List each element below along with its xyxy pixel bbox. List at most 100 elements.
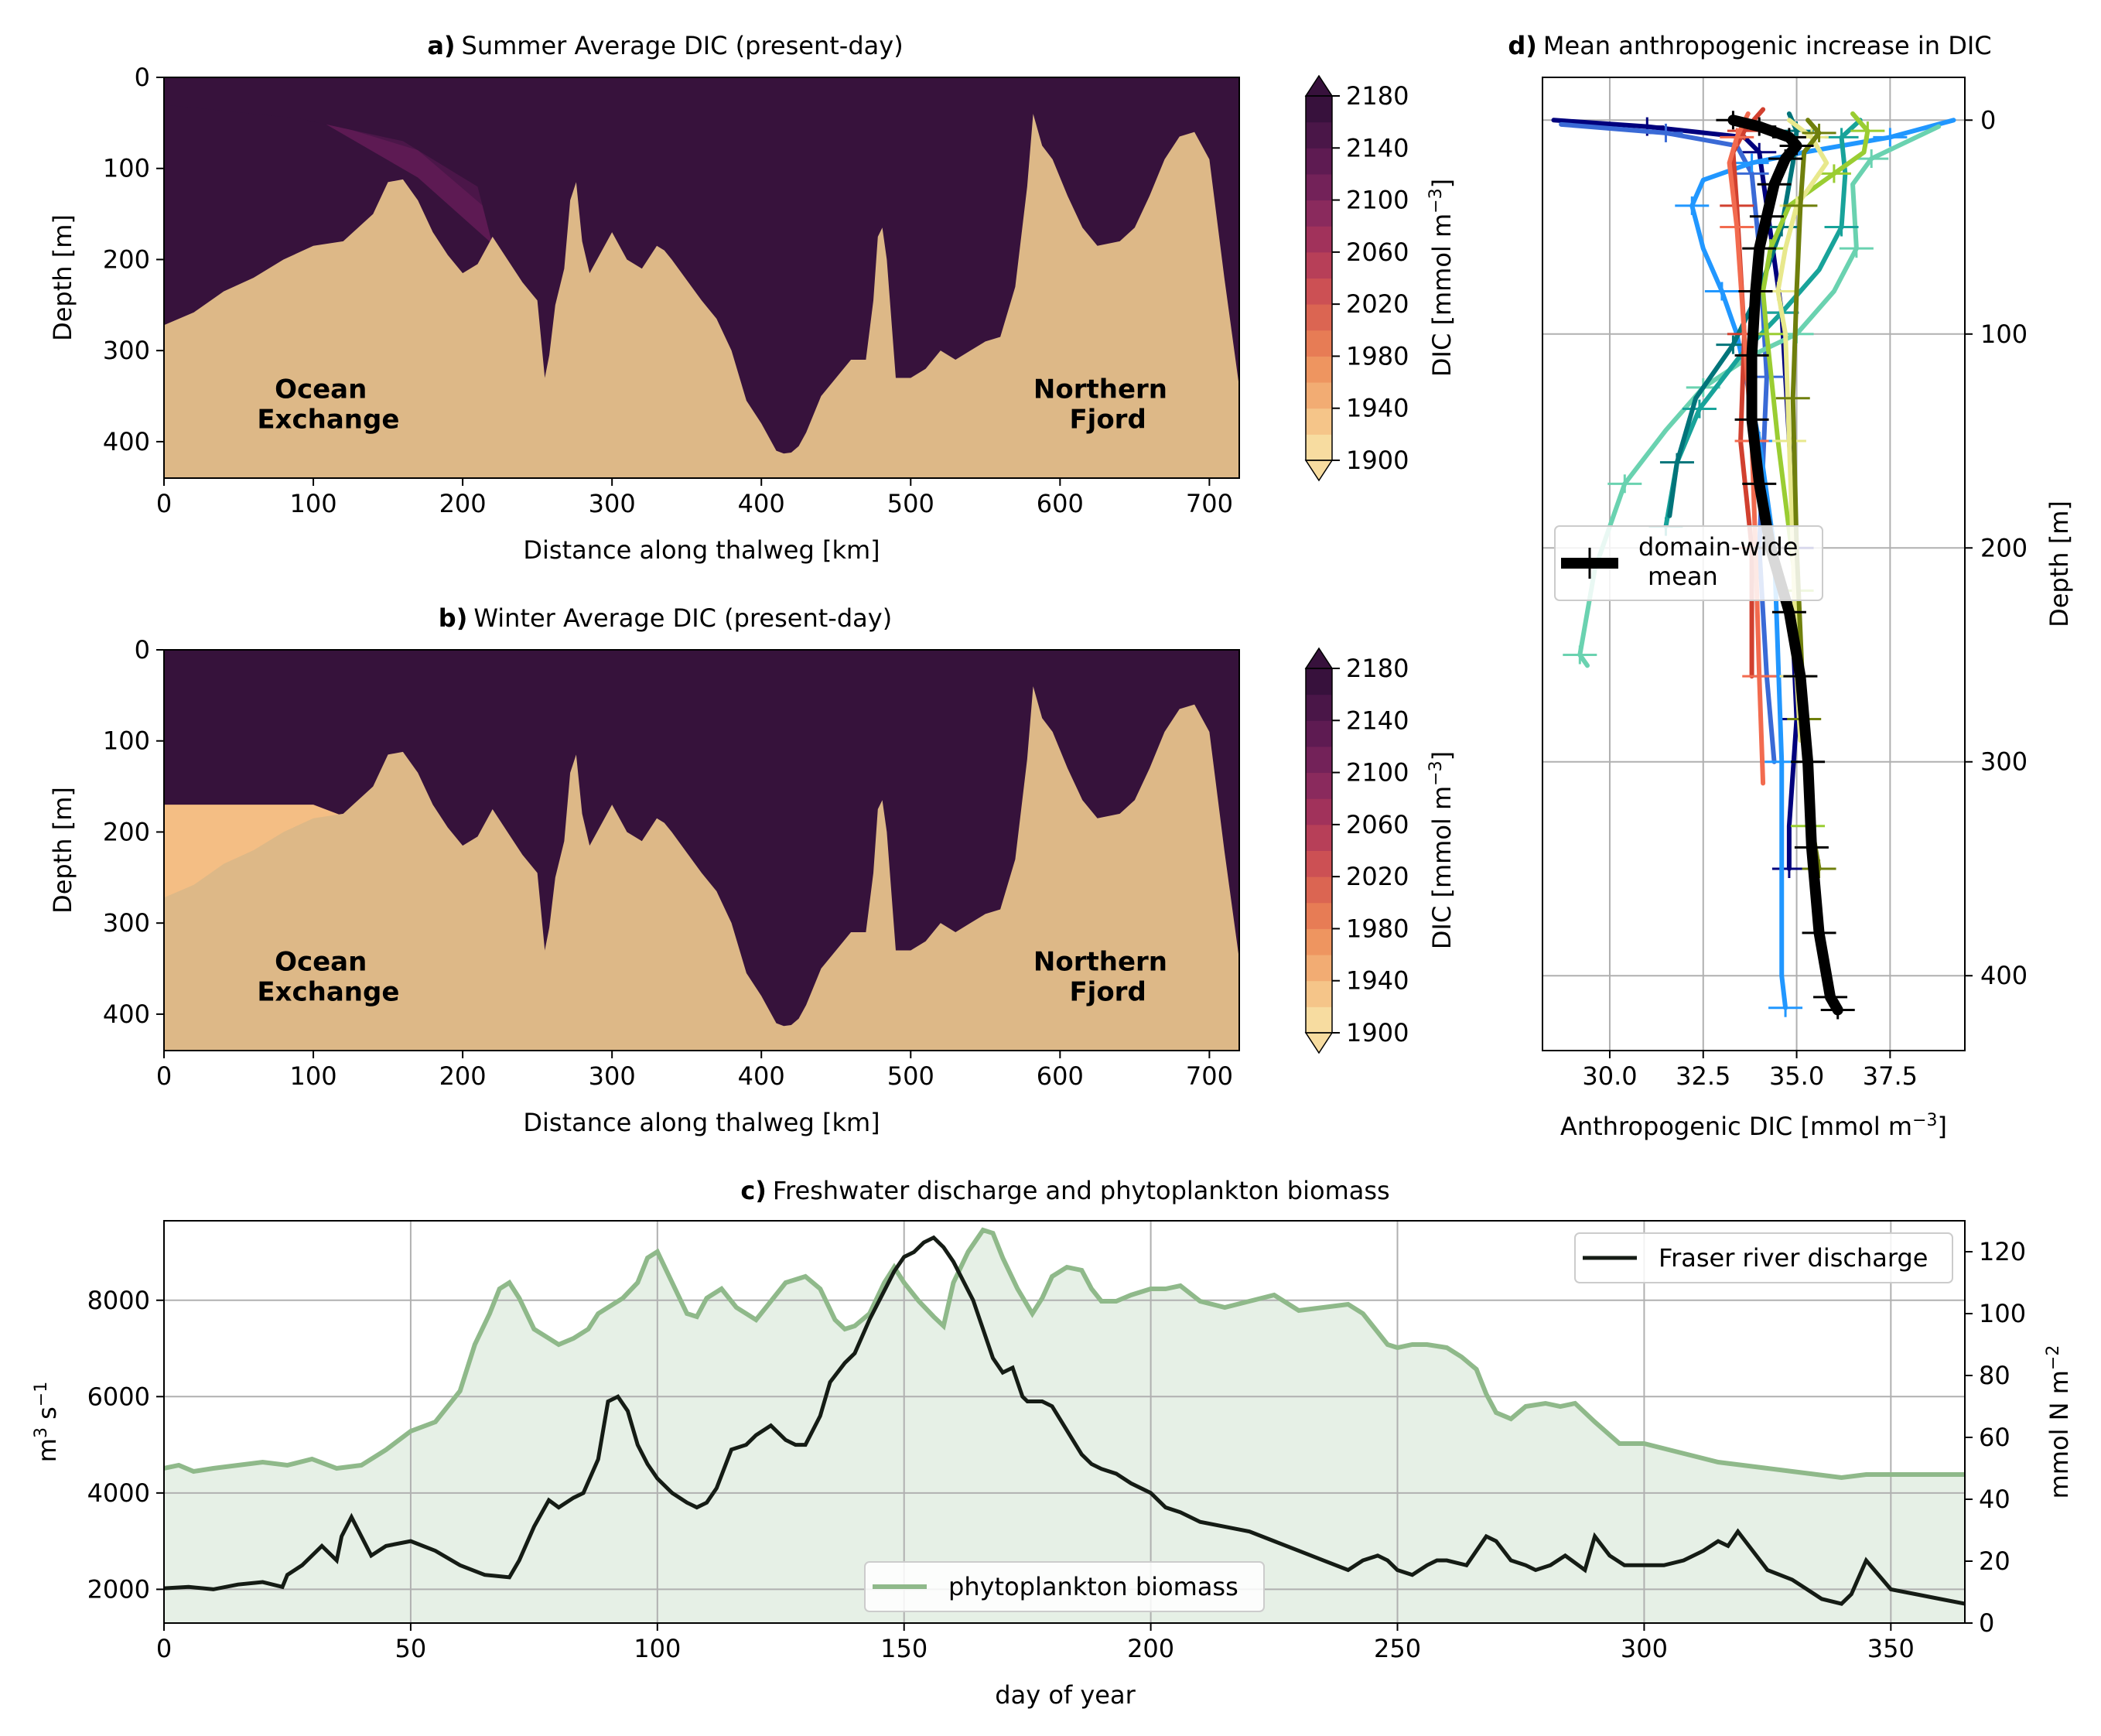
a-annotation: Exchange [257, 404, 399, 435]
a-colorbar-tick-label: 1940 [1346, 394, 1409, 423]
panel-b-frame [163, 649, 1240, 1051]
a-colorbar-segment [1306, 330, 1332, 357]
panel-d-xlabel: Anthropogenic DIC [mmol m−3] [1560, 1111, 1947, 1141]
a-ytick-label: 200 [103, 244, 150, 274]
panel-d-anthropogenic-dic: d) Mean anthropogenic increase in DIC 30.… [1508, 31, 2074, 1141]
b-ytick-label: 400 [103, 1000, 150, 1029]
panel-c-ytick-left-label: 2000 [87, 1574, 150, 1604]
a-colorbar-segment [1306, 434, 1332, 461]
a-ytick-label: 300 [103, 336, 150, 365]
a-xtick-label: 700 [1186, 489, 1233, 518]
panel-a-colorbar-label: DIC [mmol m−3] [1426, 179, 1457, 377]
panel-d-xtick-label: 30.0 [1582, 1061, 1637, 1091]
panel-c-xtick-label: 350 [1867, 1634, 1915, 1663]
panel-b-colorbar-label: DIC [mmol m−3] [1426, 751, 1457, 949]
discharge-legend: Fraser river discharge [1574, 1232, 1953, 1283]
a-colorbar-segment [1306, 121, 1332, 149]
b-xtick-label: 700 [1186, 1061, 1233, 1091]
a-ytick-label: 0 [135, 63, 150, 92]
b-colorbar-tick-label: 2100 [1346, 758, 1409, 788]
a-colorbar-segment [1306, 200, 1332, 227]
a-colorbar-tick-label: 2020 [1346, 289, 1409, 319]
panel-c-ylabel-left: m3 s−1 [32, 1382, 62, 1462]
b-ytick-label: 100 [103, 726, 150, 756]
a-colorbar-segment [1306, 356, 1332, 383]
panel-c-xlabel: day of year [995, 1680, 1136, 1710]
b-annotation: Fjord [1069, 976, 1146, 1007]
panel-d-legend-label-2: mean [1648, 562, 1718, 591]
b-colorbar-segment [1306, 877, 1332, 904]
b-colorbar-segment [1306, 824, 1332, 851]
b-colorbar-segment [1306, 720, 1332, 747]
a-ytick-label: 100 [103, 154, 150, 183]
panel-b-bathymetry [164, 686, 1239, 1051]
panel-c-ytick-right-label: 20 [1979, 1546, 2010, 1576]
a-colorbar-segment [1306, 251, 1332, 279]
b-colorbar-extend-min [1304, 1032, 1334, 1054]
b-colorbar-segment [1306, 928, 1332, 955]
b-colorbar-segment [1306, 850, 1332, 877]
a-annotation: Northern [1033, 374, 1167, 405]
b-xtick-label: 0 [156, 1061, 172, 1091]
panel-d-xtick-label: 35.0 [1769, 1061, 1824, 1091]
a-xtick-label: 600 [1037, 489, 1084, 518]
panel-d-ytick-label: 200 [1980, 533, 2028, 562]
biomass-legend: phytoplankton biomass [864, 1561, 1265, 1612]
a-colorbar-segment [1306, 382, 1332, 409]
panel-c-xtick-label: 100 [634, 1634, 681, 1663]
a-annotation: Ocean [275, 374, 367, 405]
panel-d-ytick-label: 400 [1980, 961, 2028, 990]
panel-a-ylabel: Depth [m] [48, 214, 77, 341]
panel-d-profile-line [1663, 118, 1863, 529]
a-ytick-label: 400 [103, 427, 150, 456]
a-colorbar-segment [1306, 173, 1332, 201]
b-colorbar-extend-max [1304, 647, 1334, 669]
a-colorbar-segment [1306, 96, 1332, 123]
panel-d-legend-box [1554, 525, 1823, 601]
a-colorbar-segment [1306, 278, 1332, 305]
panel-d-legend: domain-wide mean [1554, 525, 1823, 601]
panel-a-frame [163, 77, 1240, 479]
a-colorbar-tick-label: 2060 [1346, 238, 1409, 267]
panel-b-winter-dic: b) Winter Average DIC (present-day) 0 100 2… [48, 603, 1457, 1137]
panel-b-xlabel: Distance along thalweg [km] [523, 1108, 880, 1137]
a-colorbar-segment [1306, 408, 1332, 435]
panel-d-ytick-label: 300 [1980, 747, 2028, 777]
a-xtick-label: 400 [738, 489, 785, 518]
panel-d-title: d) Mean anthropogenic increase in DIC [1508, 31, 1991, 60]
panel-d-profile-11 [1716, 111, 1855, 1020]
biomass-line [164, 1227, 1965, 1481]
a-xtick-label: 200 [439, 489, 487, 518]
a-xtick-label: 100 [290, 489, 337, 518]
b-colorbar-tick-label: 2020 [1346, 862, 1409, 891]
b-colorbar-segment [1306, 746, 1332, 774]
panel-c-ylabel-right: mmol N m−2 [2044, 1345, 2074, 1499]
discharge-line [164, 1235, 1965, 1606]
a-xtick-label: 0 [156, 489, 172, 518]
b-ytick-label: 300 [103, 908, 150, 938]
b-annotation: Exchange [257, 976, 399, 1007]
b-colorbar-frame [1305, 668, 1333, 1034]
panel-d-ylabel: Depth [m] [2045, 501, 2074, 627]
b-xtick-label: 600 [1037, 1061, 1084, 1091]
panel-c-xtick-label: 200 [1127, 1634, 1174, 1663]
panel-b-ylabel: Depth [m] [48, 787, 77, 914]
a-colorbar-frame [1305, 95, 1333, 461]
panel-a-bathymetry [164, 114, 1239, 478]
b-colorbar-tick-label: 2140 [1346, 706, 1409, 735]
b-colorbar-tick-label: 1940 [1346, 966, 1409, 996]
b-xtick-label: 500 [887, 1061, 934, 1091]
panel-c-xtick-label: 250 [1374, 1634, 1421, 1663]
a-colorbar-tick-label: 1900 [1346, 446, 1409, 475]
panel-a-xlabel: Distance along thalweg [km] [523, 535, 880, 565]
a-colorbar-tick-label: 2140 [1346, 133, 1409, 162]
b-colorbar-segment [1306, 980, 1332, 1007]
discharge-legend-label: Fraser river discharge [1659, 1243, 1928, 1273]
panel-d-ytick-label: 100 [1980, 320, 2028, 349]
b-colorbar-tick-label: 2180 [1346, 654, 1409, 683]
a-colorbar-tick-label: 2100 [1346, 186, 1409, 215]
panel-c-ytick-left-label: 6000 [87, 1382, 150, 1411]
b-colorbar-tick-label: 2060 [1346, 810, 1409, 839]
b-colorbar-segment [1306, 798, 1332, 825]
panel-c-ytick-left-label: 8000 [87, 1286, 150, 1315]
